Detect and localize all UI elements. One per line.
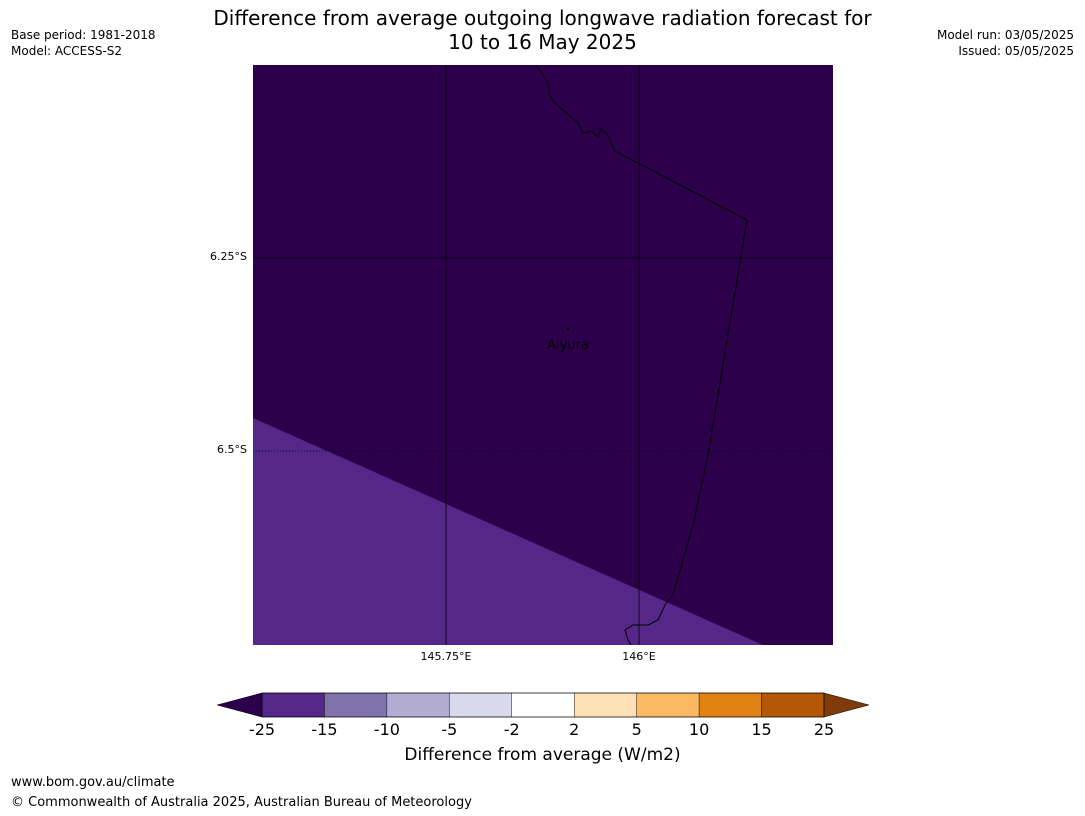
colorbar bbox=[216, 692, 870, 718]
lat-label-6-25: 6.25°S bbox=[210, 250, 247, 263]
colorbar-over-arrow bbox=[823, 692, 870, 718]
colorbar-segment bbox=[636, 692, 700, 718]
colorbar-label: Difference from average (W/m2) bbox=[404, 745, 681, 765]
lon-label-146: 146°E bbox=[622, 650, 656, 663]
chart-title: Difference from average outgoing longwav… bbox=[0, 6, 1085, 54]
colorbar-segment bbox=[698, 692, 762, 718]
map-panel[interactable]: Aiyura bbox=[253, 65, 833, 645]
colorbar-tick-label: -15 bbox=[311, 720, 338, 739]
border-line bbox=[535, 65, 748, 645]
lat-label-6-5: 6.5°S bbox=[217, 443, 247, 456]
colorbar-tick-label: -10 bbox=[373, 720, 400, 739]
issued-date: Issued: 05/05/2025 bbox=[958, 44, 1074, 58]
colorbar-tick-label: 10 bbox=[688, 720, 710, 739]
colorbar-tick-label: 2 bbox=[569, 720, 580, 739]
colorbar-tick-label: 25 bbox=[813, 720, 835, 739]
colorbar-tick-label: -5 bbox=[441, 720, 458, 739]
model-name: Model: ACCESS-S2 bbox=[11, 44, 123, 58]
meta-left: Base period: 1981-2018 Model: ACCESS-S2 bbox=[11, 27, 156, 59]
lon-label-145-75: 145.75°E bbox=[420, 650, 472, 663]
anomaly-band bbox=[253, 418, 763, 645]
colorbar-segment bbox=[761, 692, 825, 718]
footer-copyright: © Commonwealth of Australia 2025, Austra… bbox=[11, 795, 472, 810]
colorbar-tick-label: -25 bbox=[248, 720, 276, 739]
colorbar-tick-label: 5 bbox=[631, 720, 642, 739]
colorbar-segment bbox=[324, 692, 388, 718]
footer-url[interactable]: www.bom.gov.au/climate bbox=[11, 775, 175, 790]
place-label-aiyura: Aiyura bbox=[547, 338, 589, 353]
model-run: Model run: 03/05/2025 bbox=[936, 28, 1074, 42]
meta-right: Model run: 03/05/2025 Issued: 05/05/2025 bbox=[937, 27, 1074, 59]
place-marker-aiyura bbox=[566, 327, 570, 331]
colorbar-segment bbox=[386, 692, 450, 718]
colorbar-tick-label: 15 bbox=[751, 720, 772, 739]
colorbar-frame bbox=[261, 692, 825, 718]
base-period: Base period: 1981-2018 bbox=[11, 28, 156, 42]
colorbar-tick-label: -2 bbox=[503, 720, 520, 739]
colorbar-segment bbox=[511, 692, 575, 718]
title-line-1: Difference from average outgoing longwav… bbox=[213, 6, 872, 30]
colorbar-segment bbox=[449, 692, 512, 718]
colorbar-segment bbox=[574, 692, 637, 718]
colorbar-under-arrow bbox=[216, 692, 263, 718]
title-line-2: 10 to 16 May 2025 bbox=[448, 30, 637, 54]
colorbar-segment bbox=[261, 692, 325, 718]
